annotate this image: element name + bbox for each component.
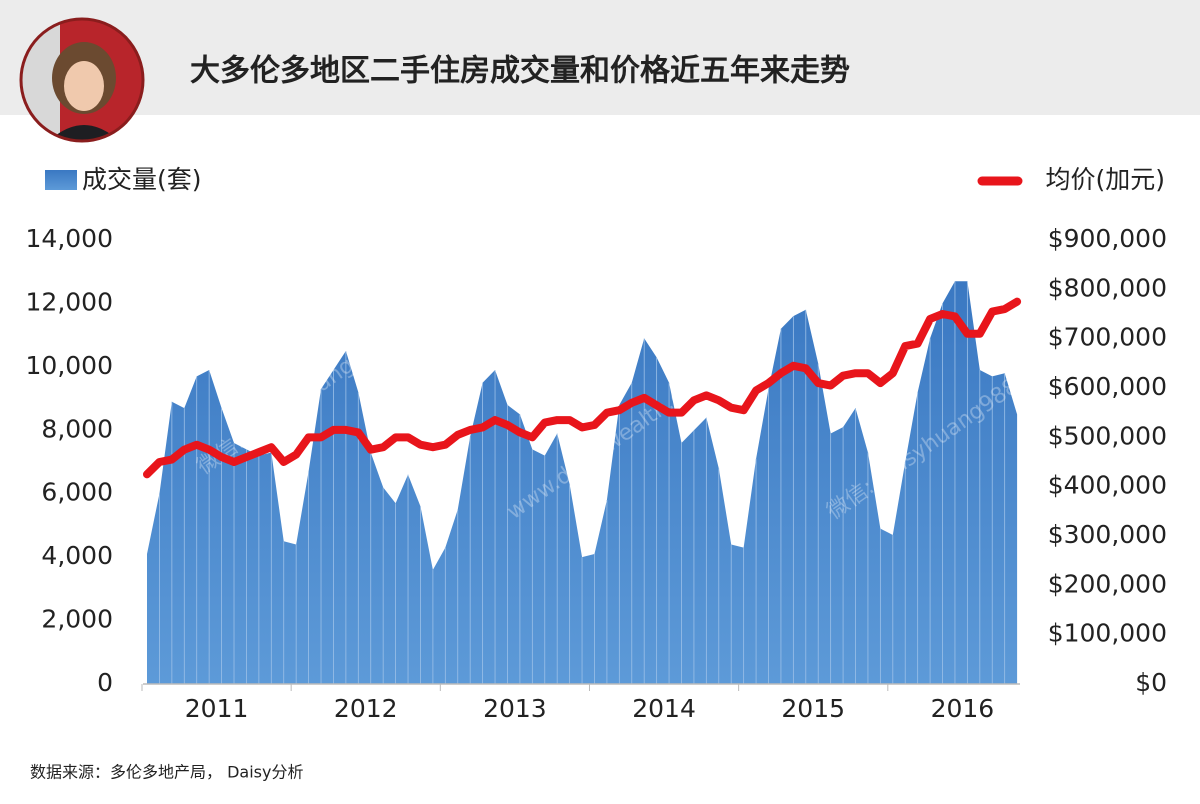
legend-swatch <box>45 170 77 190</box>
y2-tick-label: $600,000 <box>1048 372 1167 401</box>
price-line <box>143 297 1022 479</box>
x-tick-label: 2011 <box>185 694 249 723</box>
x-tick-label: 2015 <box>781 694 845 723</box>
area <box>147 281 1018 684</box>
y2-tick-label: $400,000 <box>1048 471 1167 500</box>
y-tick-label: 4,000 <box>41 541 113 570</box>
y-tick-label: 14,000 <box>26 224 113 253</box>
x-tick-label: 2013 <box>483 694 547 723</box>
y-tick-label: 8,000 <box>41 414 113 443</box>
y-tick-label: 6,000 <box>41 478 113 507</box>
y-tick-label: 2,000 <box>41 605 113 634</box>
avatar-ring <box>19 17 145 143</box>
y2-tick-label: $100,000 <box>1048 619 1167 648</box>
y2-tick-label: $500,000 <box>1048 421 1167 450</box>
y2-tick-label: $0 <box>1135 668 1167 697</box>
y2-tick-label: $800,000 <box>1048 273 1167 302</box>
chart-title: 大多伦多地区二手住房成交量和价格近五年来走势 <box>190 54 850 89</box>
x-tick-label: 2012 <box>334 694 398 723</box>
y2-tick-label: $900,000 <box>1048 224 1167 253</box>
x-tick-label: 2014 <box>632 694 696 723</box>
legend-label: 均价(加元) <box>1045 165 1165 194</box>
y2-tick-label: $300,000 <box>1048 520 1167 549</box>
y-tick-label: 12,000 <box>26 287 113 316</box>
avatar <box>22 20 142 140</box>
y-tick-label: 0 <box>97 668 113 697</box>
y2-tick-label: $200,000 <box>1048 569 1167 598</box>
source-note: 数据来源：多伦多地产局， Daisy分析 <box>30 763 303 782</box>
legend-label: 成交量(套) <box>82 165 202 194</box>
x-tick-label: 2016 <box>931 694 995 723</box>
y-tick-label: 10,000 <box>26 351 113 380</box>
header-band <box>0 0 1200 115</box>
y2-tick-label: $700,000 <box>1048 323 1167 352</box>
